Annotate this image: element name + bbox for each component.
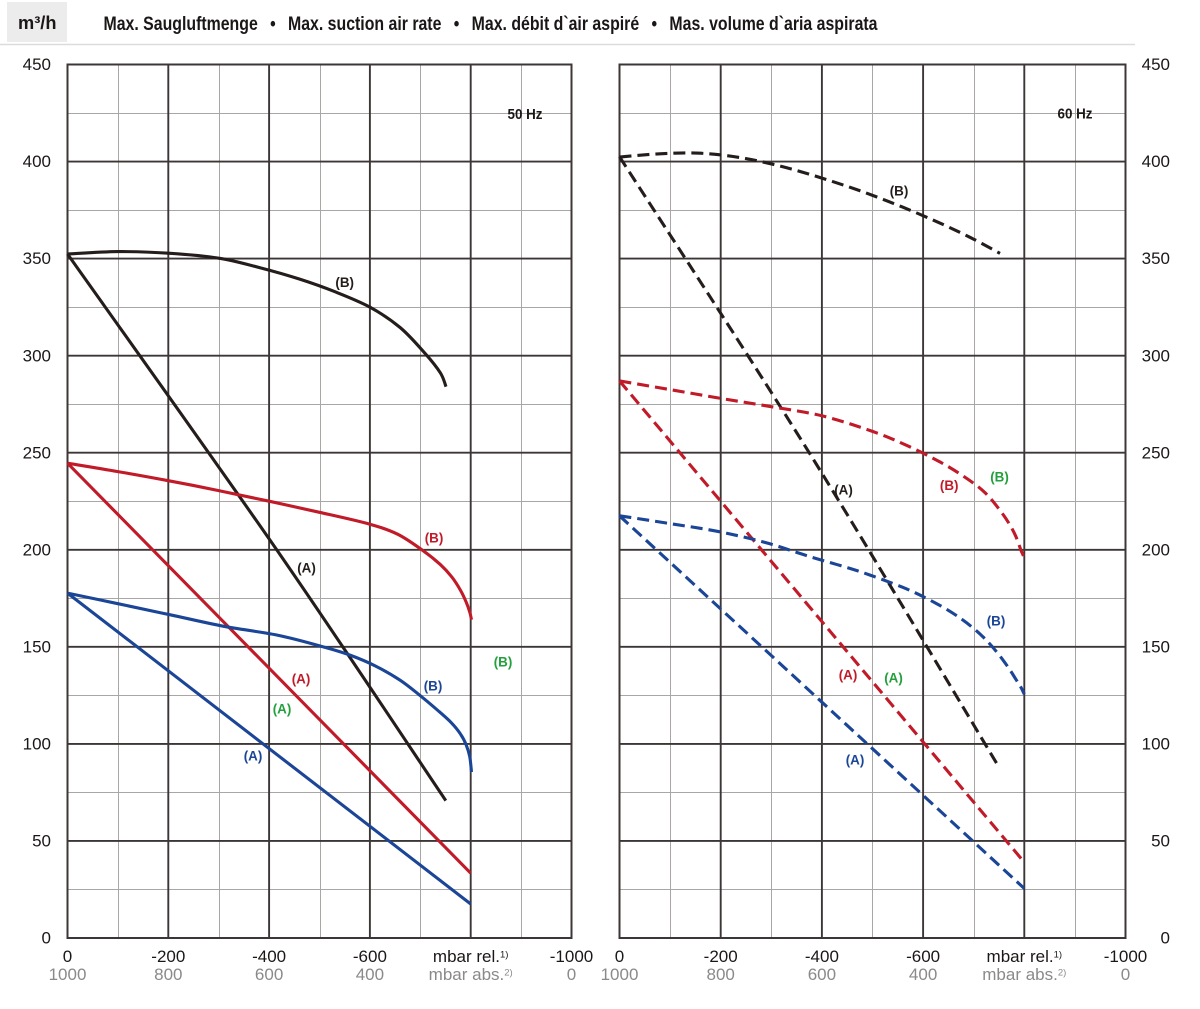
svg-text:(B): (B) bbox=[494, 655, 513, 670]
svg-text:150: 150 bbox=[1142, 637, 1170, 656]
svg-text:800: 800 bbox=[154, 965, 182, 984]
svg-text:-400: -400 bbox=[252, 947, 286, 966]
svg-text:200: 200 bbox=[1142, 540, 1170, 559]
svg-text:150: 150 bbox=[23, 637, 51, 656]
svg-text:100: 100 bbox=[23, 735, 51, 754]
svg-text:0: 0 bbox=[1121, 965, 1130, 984]
svg-text:400: 400 bbox=[356, 965, 384, 984]
svg-text:50: 50 bbox=[1151, 832, 1170, 851]
svg-text:450: 450 bbox=[23, 55, 51, 74]
svg-text:Max. Saugluftmenge • Max. su: Max. Saugluftmenge • Max. suction air ra… bbox=[104, 13, 878, 35]
svg-text:m³/h: m³/h bbox=[18, 12, 57, 33]
svg-text:(A): (A) bbox=[846, 753, 865, 768]
svg-text:400: 400 bbox=[909, 965, 937, 984]
svg-text:400: 400 bbox=[1142, 152, 1170, 171]
svg-text:(A): (A) bbox=[292, 672, 311, 687]
svg-text:450: 450 bbox=[1142, 55, 1170, 74]
svg-text:-600: -600 bbox=[906, 947, 940, 966]
svg-text:(B): (B) bbox=[425, 531, 444, 546]
svg-text:350: 350 bbox=[1142, 249, 1170, 268]
svg-text:mbar abs.2): mbar abs.2) bbox=[982, 965, 1066, 984]
svg-text:-600: -600 bbox=[353, 947, 387, 966]
svg-text:-200: -200 bbox=[704, 947, 738, 966]
svg-text:(B): (B) bbox=[987, 614, 1006, 629]
svg-text:350: 350 bbox=[23, 249, 51, 268]
svg-text:100: 100 bbox=[1142, 735, 1170, 754]
svg-text:250: 250 bbox=[23, 443, 51, 462]
svg-text:(A): (A) bbox=[884, 671, 903, 686]
svg-text:1000: 1000 bbox=[601, 965, 639, 984]
svg-text:0: 0 bbox=[42, 929, 51, 948]
svg-text:mbar abs.2): mbar abs.2) bbox=[429, 965, 513, 984]
svg-text:250: 250 bbox=[1142, 443, 1170, 462]
svg-text:600: 600 bbox=[255, 965, 283, 984]
svg-text:(A): (A) bbox=[834, 483, 853, 498]
svg-text:-400: -400 bbox=[805, 947, 839, 966]
svg-text:-1000: -1000 bbox=[550, 947, 593, 966]
svg-text:-1000: -1000 bbox=[1104, 947, 1147, 966]
svg-text:0: 0 bbox=[1161, 929, 1170, 948]
svg-text:(B): (B) bbox=[335, 275, 354, 290]
svg-text:(B): (B) bbox=[424, 679, 443, 694]
svg-text:-200: -200 bbox=[151, 947, 185, 966]
svg-text:400: 400 bbox=[23, 152, 51, 171]
svg-text:mbar rel.1): mbar rel.1) bbox=[987, 947, 1063, 966]
svg-text:0: 0 bbox=[615, 947, 624, 966]
svg-text:mbar rel.1): mbar rel.1) bbox=[433, 947, 509, 966]
svg-text:300: 300 bbox=[1142, 346, 1170, 365]
svg-text:50 Hz: 50 Hz bbox=[508, 106, 543, 123]
svg-text:(B): (B) bbox=[890, 184, 909, 199]
svg-text:200: 200 bbox=[23, 540, 51, 559]
svg-text:50: 50 bbox=[32, 832, 51, 851]
svg-text:(A): (A) bbox=[839, 668, 858, 683]
svg-text:600: 600 bbox=[808, 965, 836, 984]
svg-text:0: 0 bbox=[567, 965, 576, 984]
svg-text:(B): (B) bbox=[990, 470, 1009, 485]
svg-text:1000: 1000 bbox=[49, 965, 87, 984]
svg-text:800: 800 bbox=[707, 965, 735, 984]
svg-text:60 Hz: 60 Hz bbox=[1058, 106, 1093, 123]
svg-text:(A): (A) bbox=[273, 702, 292, 717]
svg-text:(B): (B) bbox=[940, 478, 959, 493]
svg-text:(A): (A) bbox=[297, 561, 316, 576]
svg-text:300: 300 bbox=[23, 346, 51, 365]
svg-text:(A): (A) bbox=[244, 749, 263, 764]
svg-text:0: 0 bbox=[63, 947, 72, 966]
